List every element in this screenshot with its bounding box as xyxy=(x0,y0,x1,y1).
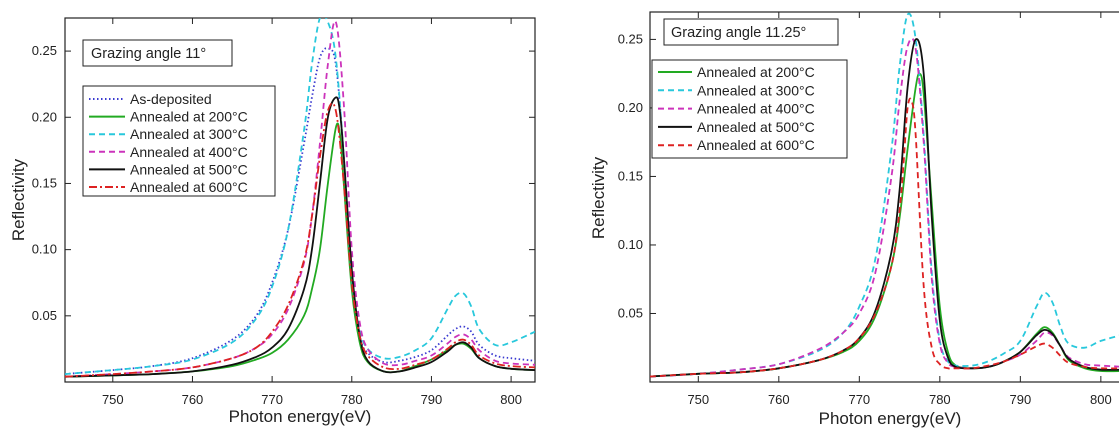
legend-label: Annealed at 400°C xyxy=(130,144,248,160)
left-title-box: Grazing angle 11° xyxy=(82,39,233,67)
series-line xyxy=(65,102,535,378)
y-tick-label: 0.05 xyxy=(618,305,643,320)
right-title-box: Grazing angle 11.25° xyxy=(663,18,839,46)
x-tick-label: 770 xyxy=(848,392,870,407)
legend-label: Annealed at 300°C xyxy=(130,126,248,142)
left-x-axis-label: Photon energy(eV) xyxy=(229,407,372,426)
y-tick-label: 0.25 xyxy=(618,31,643,46)
right-plot-frame xyxy=(649,11,1119,383)
legend-label: Annealed at 200°C xyxy=(130,109,248,125)
y-tick-label: 0.25 xyxy=(32,43,57,58)
x-tick-label: 800 xyxy=(500,392,522,407)
right-x-axis-label: Photon energy(eV) xyxy=(819,409,962,428)
x-tick-label: 790 xyxy=(1009,392,1031,407)
left-series-lines xyxy=(65,18,535,378)
series-line xyxy=(650,72,1119,378)
y-tick-label: 0.05 xyxy=(32,308,57,323)
x-tick-label: 750 xyxy=(687,392,709,407)
legend-label: Annealed at 600°C xyxy=(697,137,815,153)
left-legend-box xyxy=(82,85,276,197)
legend-label: Annealed at 300°C xyxy=(697,82,815,98)
legend-label: Annealed at 600°C xyxy=(130,179,248,195)
y-tick-label: 0.10 xyxy=(618,237,643,252)
x-tick-label: 780 xyxy=(341,392,363,407)
right-legend-box xyxy=(651,59,848,159)
legend-label: Annealed at 400°C xyxy=(697,101,815,117)
right-axis-ticks: 750 760 770 780 790 800 0.05 0.10 0.15 0.20 0.25 xyxy=(618,12,1112,407)
right-series-lines xyxy=(650,12,1119,378)
series-line xyxy=(65,47,535,375)
y-tick-label: 0.15 xyxy=(32,175,57,190)
x-tick-label: 790 xyxy=(421,392,443,407)
y-tick-label: 0.20 xyxy=(32,109,57,124)
series-line xyxy=(65,122,535,378)
x-tick-label: 780 xyxy=(929,392,951,407)
legend-label: Annealed at 500°C xyxy=(130,161,248,177)
x-tick-label: 760 xyxy=(182,392,204,407)
right-chart-title: Grazing angle 11.25° xyxy=(671,25,806,41)
right-y-axis-label: Reflectivity xyxy=(589,156,608,239)
x-tick-label: 760 xyxy=(768,392,790,407)
y-tick-label: 0.10 xyxy=(32,242,57,257)
x-tick-label: 750 xyxy=(102,392,124,407)
left-axis-ticks: 750 760 770 780 790 800 0.05 0.10 0.15 0.20 0.25 xyxy=(32,18,535,407)
series-line xyxy=(65,96,535,378)
series-line xyxy=(650,97,1119,378)
legend-label: Annealed at 500°C xyxy=(697,119,815,135)
left-y-axis-label: Reflectivity xyxy=(9,158,28,241)
left-plot-frame xyxy=(64,17,536,383)
y-tick-label: 0.15 xyxy=(618,168,643,183)
series-line xyxy=(650,37,1119,378)
legend-label: Annealed at 200°C xyxy=(697,64,815,80)
y-tick-label: 0.20 xyxy=(618,100,643,115)
right-chart-panel: 750 760 770 780 790 800 0.05 0.10 0.15 0.20 0.25 G… xyxy=(589,11,1119,428)
right-legend: Annealed at 200°C Annealed at 300°C Anneal… xyxy=(651,59,848,159)
x-tick-label: 770 xyxy=(261,392,283,407)
legend-label: As-deposited xyxy=(130,91,212,107)
left-chart-title: Grazing angle 11° xyxy=(91,46,206,62)
x-tick-label: 800 xyxy=(1090,392,1112,407)
left-chart-panel: 750 760 770 780 790 800 0.05 0.10 0.15 0.20 0.25 G… xyxy=(9,17,536,426)
